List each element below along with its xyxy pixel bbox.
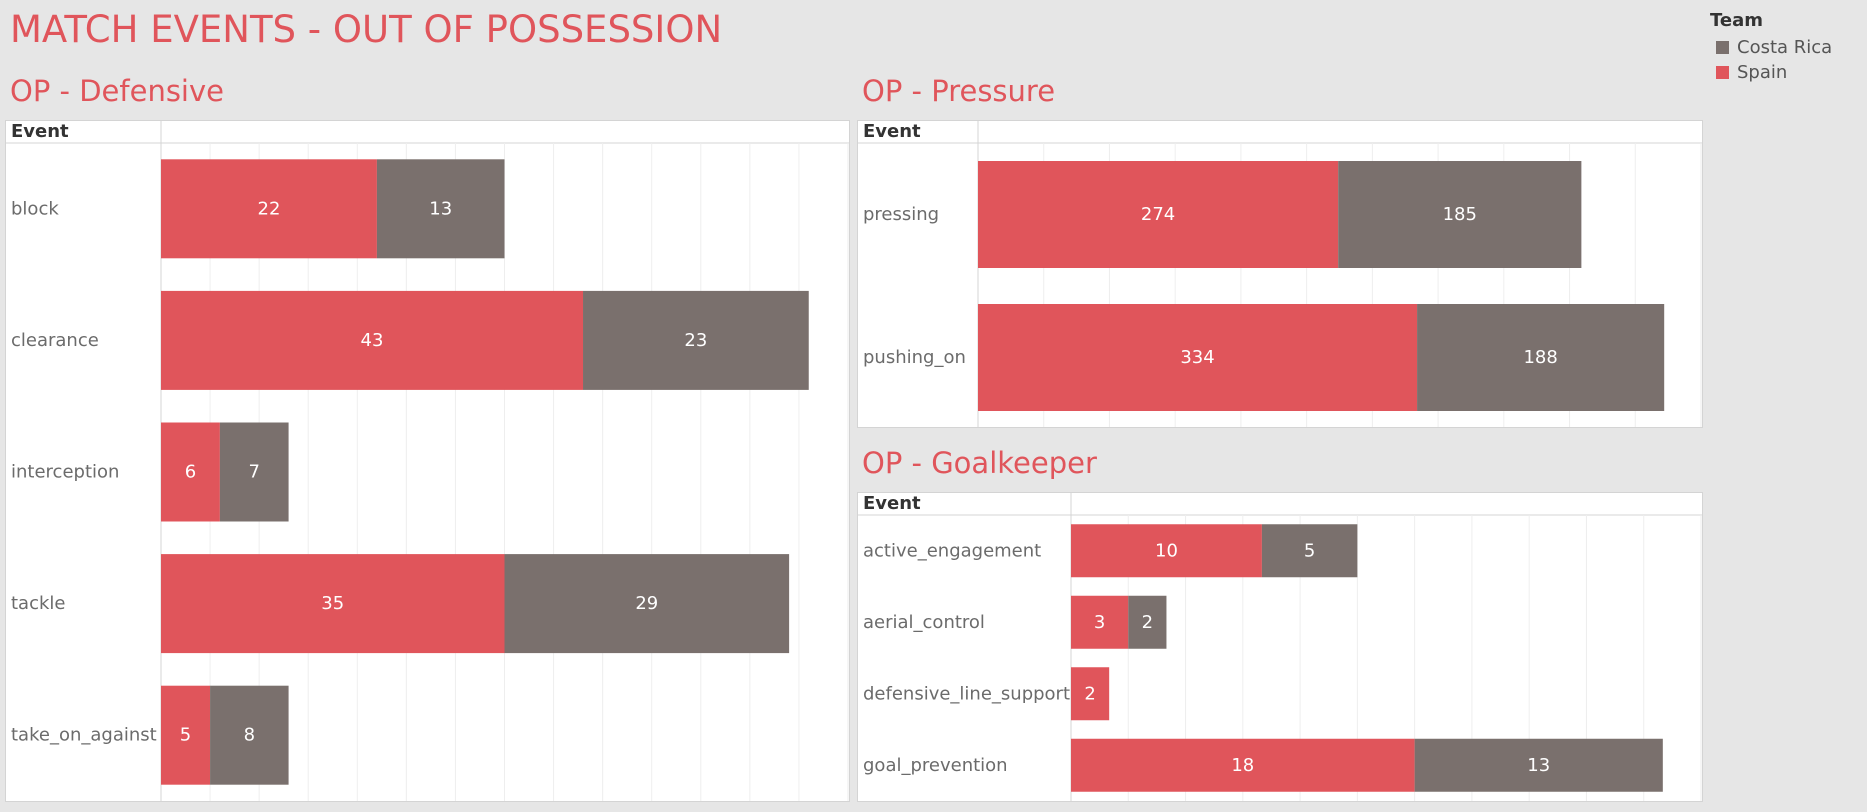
goalkeeper-data-label-active-engagement-costa-rica: 5 <box>1304 540 1315 561</box>
goalkeeper-bar-aerial-control-spain[interactable] <box>1071 595 1129 649</box>
goalkeeper-chart-title: OP - Goalkeeper <box>862 446 1097 480</box>
goalkeeper-chart: Event active_engagement 10 5 aerial_control 3… <box>858 493 1702 801</box>
defensive-bar-take-on-against-spain[interactable] <box>161 685 211 785</box>
pressure-bar-pressing-spain[interactable] <box>978 161 1339 268</box>
goalkeeper-data-label-aerial-control-costa-rica: 2 <box>1142 612 1153 633</box>
pressure-chart: Event pressing 274 185 pushing_on 334 188 <box>858 121 1702 427</box>
defensive-bar-clearance-spain[interactable] <box>161 290 584 390</box>
defensive-data-label-interception-costa-rica: 7 <box>249 462 260 483</box>
pressure-bar-pushing-on-costa-rica[interactable] <box>1417 304 1665 411</box>
defensive-category-label-tackle: tackle <box>11 593 65 614</box>
legend: Team Costa Rica Spain <box>1710 10 1832 85</box>
goalkeeper-bar-active-engagement-spain[interactable] <box>1071 524 1262 578</box>
pressure-bar-pressing-costa-rica[interactable] <box>1338 161 1582 268</box>
pressure-bar-pushing-on-spain[interactable] <box>978 304 1418 411</box>
goalkeeper-chart-panel: Event active_engagement 10 5 aerial_control 3… <box>857 492 1703 802</box>
goalkeeper-bar-goal-prevention-spain[interactable] <box>1071 738 1415 792</box>
goalkeeper-column-header: Event <box>863 493 921 514</box>
goalkeeper-data-label-goal-prevention-spain: 18 <box>1231 755 1254 776</box>
defensive-chart-panel: Event block 22 13 clearance 43 23 interception 6… <box>5 120 850 802</box>
goalkeeper-category-label-goal-prevention: goal_prevention <box>863 755 1008 776</box>
defensive-data-label-take-on-against-spain: 5 <box>180 725 191 746</box>
legend-label-spain: Spain <box>1737 62 1788 83</box>
defensive-bar-block-costa-rica[interactable] <box>376 159 505 259</box>
goalkeeper-data-label-aerial-control-spain: 3 <box>1094 612 1105 633</box>
goalkeeper-category-label-defensive-line-support: defensive_line_support <box>863 683 1070 704</box>
defensive-category-label-interception: interception <box>11 462 119 483</box>
goalkeeper-bar-defensive-line-support-spain[interactable] <box>1071 667 1110 721</box>
defensive-bar-tackle-costa-rica[interactable] <box>504 554 790 654</box>
defensive-data-label-interception-spain: 6 <box>185 462 196 483</box>
defensive-bar-interception-spain[interactable] <box>161 422 220 522</box>
pressure-category-label-pushing-on: pushing_on <box>863 347 966 368</box>
defensive-data-label-block-costa-rica: 13 <box>429 198 452 219</box>
defensive-data-label-tackle-spain: 35 <box>321 593 344 614</box>
pressure-data-label-pressing-costa-rica: 185 <box>1443 204 1477 225</box>
goalkeeper-bar-aerial-control-costa-rica[interactable] <box>1128 595 1167 649</box>
defensive-bar-clearance-costa-rica[interactable] <box>583 290 809 390</box>
defensive-chart-title: OP - Defensive <box>10 74 224 108</box>
defensive-chart: Event block 22 13 clearance 43 23 interception 6… <box>6 121 849 801</box>
goalkeeper-category-label-active-engagement: active_engagement <box>863 540 1041 561</box>
legend-label-costa-rica: Costa Rica <box>1737 37 1833 58</box>
legend-title: Team <box>1710 10 1763 31</box>
defensive-data-label-clearance-costa-rica: 23 <box>684 330 707 351</box>
defensive-category-label-clearance: clearance <box>11 330 99 351</box>
pressure-data-label-pushing-on-spain: 334 <box>1180 347 1214 368</box>
goalkeeper-data-label-active-engagement-spain: 10 <box>1155 540 1178 561</box>
defensive-bar-tackle-spain[interactable] <box>161 554 505 654</box>
pressure-data-label-pressing-spain: 274 <box>1141 204 1175 225</box>
defensive-category-label-take-on-against: take_on_against <box>11 725 157 746</box>
defensive-data-label-block-spain: 22 <box>258 198 281 219</box>
legend-swatch-costa-rica <box>1716 41 1729 54</box>
pressure-chart-panel: Event pressing 274 185 pushing_on 334 188 <box>857 120 1703 428</box>
legend-swatch-spain <box>1716 66 1729 79</box>
legend-item-costa-rica[interactable]: Costa Rica <box>1710 35 1832 60</box>
defensive-bar-interception-costa-rica[interactable] <box>219 422 289 522</box>
defensive-category-label-block: block <box>11 198 59 219</box>
goalkeeper-data-label-goal-prevention-costa-rica: 13 <box>1527 755 1550 776</box>
defensive-data-label-clearance-spain: 43 <box>361 330 384 351</box>
defensive-bar-block-spain[interactable] <box>161 159 377 259</box>
defensive-data-label-take-on-against-costa-rica: 8 <box>244 725 255 746</box>
defensive-column-header: Event <box>11 121 69 142</box>
goalkeeper-bar-goal-prevention-costa-rica[interactable] <box>1414 738 1663 792</box>
legend-item-spain[interactable]: Spain <box>1710 60 1832 85</box>
pressure-column-header: Event <box>863 121 921 142</box>
pressure-data-label-pushing-on-costa-rica: 188 <box>1523 347 1557 368</box>
goalkeeper-category-label-aerial-control: aerial_control <box>863 612 985 633</box>
defensive-bar-take-on-against-costa-rica[interactable] <box>210 685 289 785</box>
pressure-chart-title: OP - Pressure <box>862 74 1056 108</box>
defensive-data-label-tackle-costa-rica: 29 <box>635 593 658 614</box>
page-title: MATCH EVENTS - OUT OF POSSESSION <box>10 8 723 51</box>
goalkeeper-data-label-defensive-line-support-spain: 2 <box>1084 683 1095 704</box>
pressure-category-label-pressing: pressing <box>863 204 939 225</box>
goalkeeper-bar-active-engagement-costa-rica[interactable] <box>1261 524 1358 578</box>
